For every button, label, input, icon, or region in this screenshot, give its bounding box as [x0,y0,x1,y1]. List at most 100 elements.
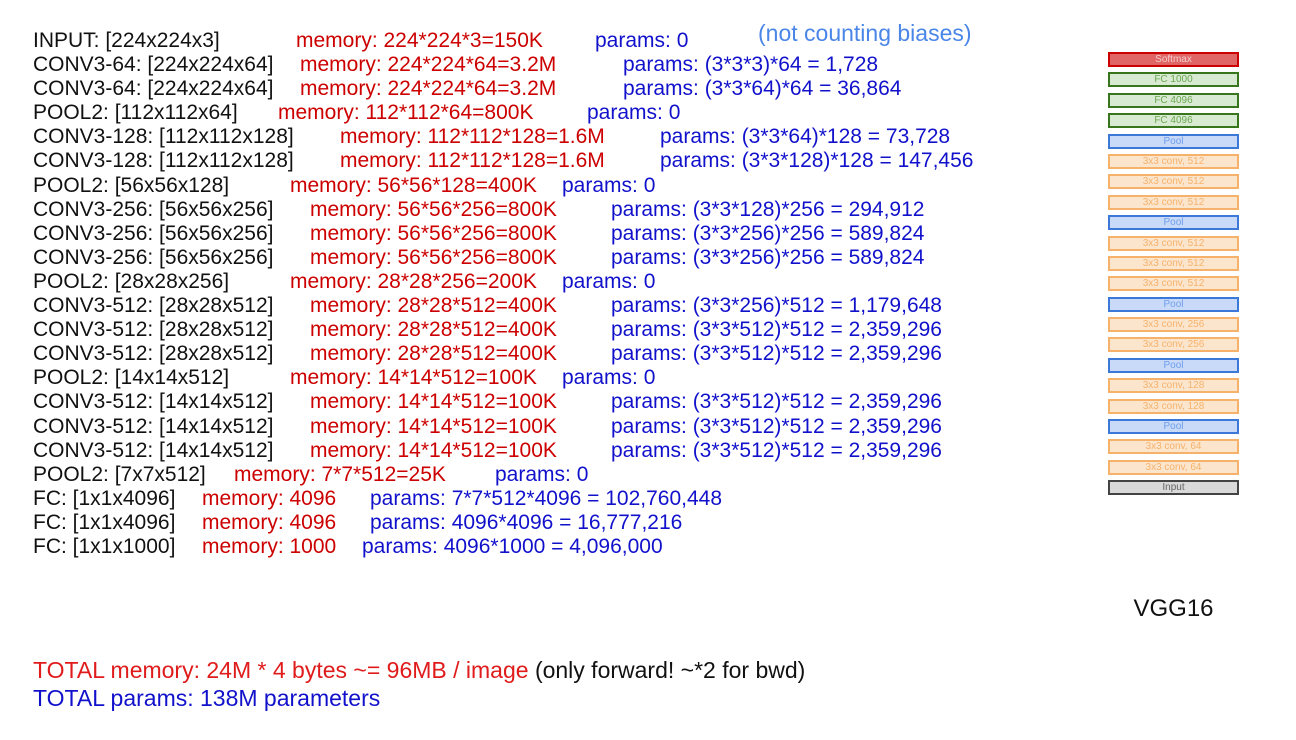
layer-memory: memory: 14*14*512=100K [310,414,557,438]
stack-block-input: Input [1108,480,1239,496]
layer-params: params: (3*3*256)*256 = 589,824 [611,245,925,269]
stack-block-conv: 3x3 conv, 64 [1108,459,1239,475]
stack-block-conv: 3x3 conv, 512 [1108,174,1239,190]
total-params-line: TOTAL params: 138M parameters [33,684,805,712]
stack-block-pool: Pool [1108,357,1239,373]
layer-memory: memory: 224*224*3=150K [296,29,543,52]
layer-label: CONV3-128: [112x112x128] [33,149,294,173]
total-memory-line: TOTAL memory: 24M * 4 bytes ~= 96MB / im… [33,656,805,684]
layer-label: POOL2: [56x56x128] [33,173,230,197]
layer-memory: memory: 28*28*256=200K [290,269,537,293]
layer-memory: memory: 14*14*512=100K [310,390,557,414]
layer-memory: memory: 56*56*256=800K [310,221,557,245]
layer-label: POOL2: [28x28x256] [33,269,230,293]
layer-row: FC: [1x1x1000] memory: 1000 params: 4096*1… [33,534,663,559]
layer-params: params: (3*3*128)*256 = 294,912 [611,197,925,221]
layer-memory: memory: 112*112*128=1.6M [340,149,605,173]
layer-memory: memory: 56*56*128=400K [290,173,537,197]
layer-row: POOL2: [14x14x512] memory: 14*14*512=100K… [33,366,655,390]
layer-params: params: 0 [562,173,656,197]
layer-label: CONV3-256: [56x56x256] [33,221,274,245]
layer-row: CONV3-512: [28x28x512] memory: 28*28*512=… [33,342,942,366]
stack-block-pool: Pool [1108,419,1239,435]
layer-row: CONV3-512: [28x28x512] memory: 28*28*512=… [33,294,942,318]
layer-params: params: (3*3*512)*512 = 2,359,296 [611,414,942,438]
layer-params: params: (3*3*64)*64 = 36,864 [623,77,902,101]
stack-block-conv: 3x3 conv, 512 [1108,153,1239,169]
layer-params: params: (3*3*256)*512 = 1,179,648 [611,294,942,318]
layer-row: FC: [1x1x4096] memory: 4096 params: 4096*4… [33,511,682,535]
layer-memory: memory: 112*112*128=1.6M [340,125,605,149]
stack-block-pool: Pool [1108,296,1239,312]
layer-memory: memory: 224*224*64=3.2M [300,77,557,101]
stack-block-conv: 3x3 conv, 128 [1108,398,1239,414]
layer-params: params: 0 [595,29,689,52]
layer-row: FC: [1x1x4096] memory: 4096 params: 7*7*51… [33,486,722,511]
layer-label: CONV3-256: [56x56x256] [33,197,274,221]
layer-row: POOL2: [56x56x128] memory: 56*56*128=400K… [33,173,655,198]
layer-memory: memory: 14*14*512=100K [290,366,537,390]
stack-block-softmax: Softmax [1108,52,1239,67]
vgg16-architecture-stack: Softmax FC 1000 FC 4096 FC 4096 Pool 3x3 conv… [1108,52,1239,501]
stack-block-fc: FC 1000 [1108,72,1239,88]
layer-row: INPUT: [224x224x3] memory: 224*224*3=150K… [33,29,688,53]
stack-block-conv: 3x3 conv, 128 [1108,378,1239,394]
layer-label: CONV3-512: [28x28x512] [33,342,274,366]
layer-label: CONV3-512: [14x14x512] [33,414,274,438]
layer-label: FC: [1x1x4096] [33,486,176,510]
layer-params: params: 0 [495,462,589,486]
layer-label: CONV3-256: [56x56x256] [33,245,274,269]
layer-params: params: (3*3*512)*512 = 2,359,296 [611,318,942,342]
stack-block-conv: 3x3 conv, 512 [1108,276,1239,292]
layer-row: CONV3-256: [56x56x256] memory: 56*56*256=… [33,197,924,222]
stack-block-pool: Pool [1108,215,1239,231]
layer-label: CONV3-512: [28x28x512] [33,318,274,342]
biases-note: (not counting biases) [758,20,972,46]
layer-label: POOL2: [112x112x64] [33,101,238,125]
layer-row: POOL2: [28x28x256] memory: 28*28*256=200K… [33,269,655,294]
layer-params: params: 0 [587,101,681,125]
layer-label: CONV3-64: [224x224x64] [33,77,274,101]
layer-row: CONV3-256: [56x56x256] memory: 56*56*256=… [33,221,924,246]
layer-row: CONV3-512: [14x14x512] memory: 14*14*512=… [33,414,942,439]
layer-label: CONV3-512: [28x28x512] [33,294,274,318]
layer-memory: memory: 112*112*64=800K [278,101,534,125]
layer-memory: memory: 4096 [202,510,337,534]
layer-table: INPUT: [224x224x3] memory: 224*224*3=150K… [33,29,973,559]
layer-params: params: 7*7*512*4096 = 102,760,448 [370,486,723,510]
layer-memory: memory: 56*56*256=800K [310,197,557,221]
layer-row: CONV3-64: [224x224x64] memory: 224*224*64… [33,77,901,101]
layer-label: CONV3-64: [224x224x64] [33,53,274,77]
layer-label: FC: [1x1x1000] [33,534,176,558]
layer-memory: memory: 7*7*512=25K [234,462,446,486]
layer-params: params: 4096*4096 = 16,777,216 [370,510,683,534]
layer-params: params: 0 [562,366,656,390]
layer-memory: memory: 28*28*512=400K [310,294,557,318]
stack-block-conv: 3x3 conv, 512 [1108,194,1239,210]
layer-row: CONV3-256: [56x56x256] memory: 56*56*256=… [33,245,924,270]
layer-label: POOL2: [14x14x512] [33,366,230,390]
layer-label: CONV3-512: [14x14x512] [33,390,274,414]
stack-block-fc: FC 4096 [1108,92,1239,108]
totals: TOTAL memory: 24M * 4 bytes ~= 96MB / im… [33,656,805,712]
layer-params: params: (3*3*512)*512 = 2,359,296 [611,342,942,366]
layer-memory: memory: 28*28*512=400K [310,342,557,366]
layer-row: POOL2: [7x7x512] memory: 7*7*512=25K param… [33,463,588,487]
layer-row: POOL2: [112x112x64] memory: 112*112*64=80… [33,101,680,125]
layer-label: CONV3-128: [112x112x128] [33,125,294,149]
layer-row: CONV3-512: [28x28x512] memory: 28*28*512=… [33,318,942,342]
stack-block-conv: 3x3 conv, 512 [1108,235,1239,251]
stack-block-conv: 3x3 conv, 256 [1108,317,1239,333]
layer-params: params: (3*3*512)*512 = 2,359,296 [611,390,942,414]
layer-row: CONV3-512: [14x14x512] memory: 14*14*512=… [33,390,942,414]
layer-row: CONV3-128: [112x112x128] memory: 112*112*… [33,125,950,149]
layer-row: CONV3-64: [224x224x64] memory: 224*224*64… [33,53,878,77]
layer-memory: memory: 1000 [202,534,337,558]
layer-label: INPUT: [224x224x3] [33,29,220,52]
stack-block-conv: 3x3 conv, 512 [1108,255,1239,271]
architecture-caption: VGG16 [1133,595,1214,622]
layer-params: params: (3*3*512)*512 = 2,359,296 [611,438,942,462]
layer-memory: memory: 224*224*64=3.2M [300,53,557,77]
total-params: TOTAL params: 138M parameters [33,685,381,711]
layer-params: params: (3*3*3)*64 = 1,728 [623,53,879,77]
